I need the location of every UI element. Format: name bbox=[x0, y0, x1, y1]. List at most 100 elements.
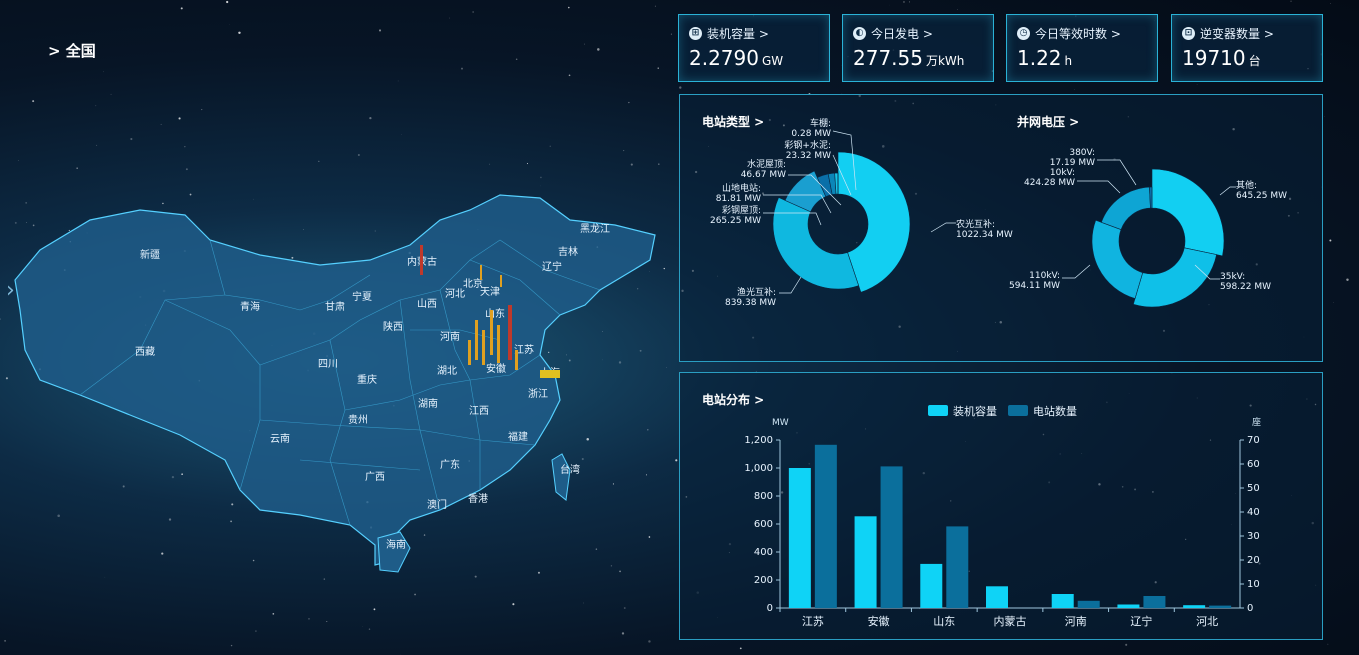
bar-count[interactable] bbox=[814, 444, 837, 608]
province-label: 云南 bbox=[270, 432, 290, 445]
segment-name: 35kV: bbox=[1220, 272, 1245, 282]
province-borders bbox=[79, 239, 601, 526]
segment-value: 424.28 MW bbox=[1024, 178, 1075, 188]
province-label: 河北 bbox=[445, 288, 465, 300]
y-left-unit: MW bbox=[772, 418, 789, 428]
donut-segment[interactable] bbox=[1100, 186, 1151, 230]
legend-label-capacity: 装机容量 bbox=[953, 404, 997, 418]
segment-value: 594.11 MW bbox=[1009, 281, 1060, 291]
power-icon: ◐ bbox=[853, 27, 866, 40]
station-markers[interactable] bbox=[420, 245, 560, 378]
province-label: 宁夏 bbox=[352, 290, 372, 303]
station-type-title[interactable]: 电站类型 > bbox=[702, 115, 765, 129]
province-label: 山东 bbox=[485, 307, 505, 320]
kpi-card[interactable]: ⊞ 装机容量 > 2.2790 GW bbox=[678, 14, 830, 82]
y-tick-label-right: 40 bbox=[1247, 507, 1260, 518]
segment-value: 23.32 MW bbox=[786, 151, 831, 161]
donut-segment[interactable] bbox=[1151, 168, 1225, 257]
bar-capacity[interactable] bbox=[986, 586, 1008, 608]
y-tick-label-left: 800 bbox=[754, 491, 773, 502]
y-tick-label-right: 60 bbox=[1247, 459, 1260, 470]
distribution-title[interactable]: 电站分布 > bbox=[702, 393, 765, 407]
china-map[interactable]: 新疆西藏青海甘肃宁夏内蒙古陕西四川重庆云南贵州广西广东海南湖南湖北河南山西河北北… bbox=[0, 180, 680, 600]
x-tick-label: 内蒙古 bbox=[994, 614, 1027, 628]
bar-capacity[interactable] bbox=[1183, 605, 1206, 608]
kpi-card[interactable]: ◐ 今日发电 > 277.55 万kWh bbox=[842, 14, 994, 82]
donut-charts[interactable]: 农光互补:1022.34 MW 渔光互补:839.38 MW 彩钢屋顶:265.25… bbox=[680, 95, 1322, 361]
province-label: 澳门 bbox=[427, 498, 447, 511]
x-tick-label: 河南 bbox=[1065, 615, 1087, 628]
y-tick-label-left: 200 bbox=[754, 575, 773, 586]
province-label: 辽宁 bbox=[542, 260, 562, 273]
segment-name: 车棚: bbox=[810, 117, 831, 129]
y-tick-label-left: 1,000 bbox=[744, 463, 773, 474]
kpi-label: 装机容量 > bbox=[707, 27, 769, 41]
legend-swatch-capacity bbox=[928, 405, 948, 416]
bar-capacity[interactable] bbox=[920, 563, 943, 608]
y-tick-label-right: 50 bbox=[1247, 483, 1260, 494]
province-label: 北京 bbox=[463, 277, 483, 290]
distribution-bar-chart[interactable]: 装机容量 电站数量 MW 座 0 200 400 600 800 1,000 1,200 0 10 20 3… bbox=[680, 373, 1322, 639]
kpi-unit: 万kWh bbox=[925, 54, 965, 68]
kpi-unit: h bbox=[1064, 54, 1073, 68]
y-right-unit: 座 bbox=[1252, 416, 1261, 428]
bar-capacity[interactable] bbox=[788, 468, 811, 608]
bar-count[interactable] bbox=[946, 526, 969, 608]
kpi-value: 277.55 bbox=[853, 46, 923, 70]
side-toggle-icon[interactable]: › bbox=[6, 278, 15, 303]
donut-segment[interactable] bbox=[1132, 247, 1217, 308]
bar-capacity[interactable] bbox=[1117, 604, 1140, 609]
segment-value: 1022.34 MW bbox=[956, 230, 1013, 240]
grid-voltage-title[interactable]: 并网电压 > bbox=[1017, 115, 1080, 129]
kpi-unit: GW bbox=[761, 54, 784, 68]
segment-name: 农光互补: bbox=[956, 218, 995, 230]
kpi-card[interactable]: ⊡ 逆变器数量 > 19710 台 bbox=[1171, 14, 1323, 82]
donut-segment[interactable] bbox=[1149, 186, 1153, 209]
bar-count[interactable] bbox=[1209, 605, 1232, 608]
province-label: 吉林 bbox=[558, 245, 578, 258]
y-tick-label-right: 20 bbox=[1247, 555, 1260, 566]
province-labels: 新疆西藏青海甘肃宁夏内蒙古陕西四川重庆云南贵州广西广东海南湖南湖北河南山西河北北… bbox=[135, 222, 610, 551]
donut-segment[interactable] bbox=[784, 170, 827, 213]
segment-name: 10kV: bbox=[1050, 168, 1075, 178]
province-label: 山西 bbox=[417, 298, 437, 310]
segment-value: 46.67 MW bbox=[741, 170, 786, 180]
hainan-shape bbox=[377, 531, 411, 573]
province-label: 陕西 bbox=[383, 320, 403, 333]
segment-name: 110kV: bbox=[1029, 271, 1060, 281]
segment-name: 渔光互补: bbox=[737, 286, 776, 298]
province-label: 甘肃 bbox=[325, 300, 345, 313]
kpi-label: 今日等效时数 > bbox=[1035, 27, 1121, 41]
leader-line bbox=[832, 154, 852, 196]
leader-line bbox=[779, 276, 802, 294]
segment-value: 0.28 MW bbox=[791, 129, 831, 139]
chart-legend[interactable]: 装机容量 电站数量 bbox=[928, 404, 1077, 418]
province-label: 广东 bbox=[440, 458, 460, 471]
bar-count[interactable] bbox=[1077, 600, 1100, 608]
x-tick-label: 辽宁 bbox=[1130, 614, 1152, 628]
leader-line bbox=[788, 174, 842, 206]
segment-name: 山地电站: bbox=[722, 182, 761, 194]
donut-segment[interactable] bbox=[772, 197, 860, 290]
province-label: 湖北 bbox=[437, 365, 457, 377]
segment-value: 645.25 MW bbox=[1236, 191, 1287, 201]
province-label: 贵州 bbox=[348, 413, 368, 426]
province-label: 福建 bbox=[508, 430, 528, 443]
bar-capacity[interactable] bbox=[1051, 594, 1074, 608]
donut-segment[interactable] bbox=[1091, 219, 1144, 299]
province-label: 江西 bbox=[469, 405, 489, 417]
y-tick-label-left: 0 bbox=[767, 603, 773, 614]
bar-count[interactable] bbox=[880, 466, 903, 608]
kpi-value: 2.2790 bbox=[689, 46, 759, 70]
kpi-card[interactable]: ◷ 今日等效时数 > 1.22 h bbox=[1006, 14, 1158, 82]
bar-capacity[interactable] bbox=[854, 516, 877, 608]
breadcrumb[interactable]: > 全国 bbox=[48, 42, 96, 60]
bar-count[interactable] bbox=[1143, 596, 1166, 608]
province-label: 安徽 bbox=[486, 362, 506, 375]
leader-line bbox=[763, 194, 832, 214]
province-label: 湖南 bbox=[418, 397, 438, 410]
y-tick-label-left: 1,200 bbox=[744, 435, 773, 446]
kpi-value: 19710 bbox=[1182, 46, 1246, 70]
x-tick-label: 山东 bbox=[933, 615, 955, 628]
y-tick-label-right: 30 bbox=[1247, 531, 1260, 542]
